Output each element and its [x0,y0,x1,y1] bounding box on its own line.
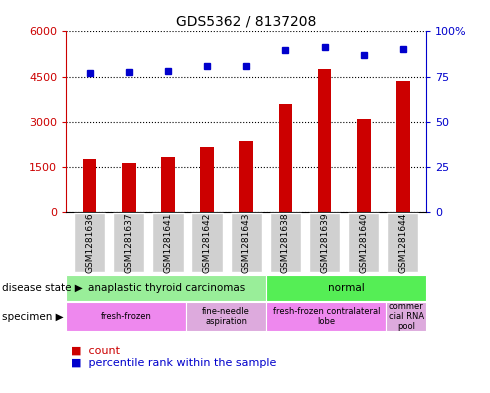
Bar [396,81,410,212]
Bar [122,163,136,212]
FancyBboxPatch shape [266,275,426,301]
Text: anaplastic thyroid carcinomas: anaplastic thyroid carcinomas [88,283,245,293]
Bar [240,141,253,212]
Text: GSM1281642: GSM1281642 [202,213,212,273]
Text: GSM1281638: GSM1281638 [281,212,290,273]
Text: GSM1281643: GSM1281643 [242,213,251,273]
FancyBboxPatch shape [309,213,340,272]
Text: GSM1281639: GSM1281639 [320,212,329,273]
FancyBboxPatch shape [113,213,145,272]
Text: GSM1281640: GSM1281640 [359,213,368,273]
Bar [318,69,331,212]
Text: ■  count: ■ count [71,346,120,356]
FancyBboxPatch shape [186,302,266,331]
Bar [278,104,292,212]
FancyBboxPatch shape [152,213,184,272]
Text: GSM1281644: GSM1281644 [398,213,407,273]
FancyBboxPatch shape [348,213,379,272]
Bar [200,147,214,212]
Text: GSM1281637: GSM1281637 [124,212,133,273]
Text: fresh-frozen contralateral
lobe: fresh-frozen contralateral lobe [272,307,380,326]
FancyBboxPatch shape [386,302,426,331]
FancyBboxPatch shape [66,275,266,301]
Text: fine-needle
aspiration: fine-needle aspiration [202,307,250,326]
FancyBboxPatch shape [231,213,262,272]
Text: GSM1281636: GSM1281636 [85,212,94,273]
FancyBboxPatch shape [387,213,418,272]
FancyBboxPatch shape [270,213,301,272]
Title: GDS5362 / 8137208: GDS5362 / 8137208 [176,15,317,29]
Text: GSM1281641: GSM1281641 [164,213,172,273]
Text: fresh-frozen: fresh-frozen [101,312,151,321]
FancyBboxPatch shape [66,302,186,331]
Bar [83,160,97,212]
Bar [357,119,370,212]
Text: normal: normal [328,283,365,293]
Text: ■  percentile rank within the sample: ■ percentile rank within the sample [71,358,276,368]
FancyBboxPatch shape [74,213,105,272]
Text: disease state ▶: disease state ▶ [2,283,83,293]
FancyBboxPatch shape [266,302,386,331]
FancyBboxPatch shape [192,213,223,272]
Bar [161,157,175,212]
Text: commer
cial RNA
pool: commer cial RNA pool [389,302,424,331]
Text: specimen ▶: specimen ▶ [2,312,64,321]
